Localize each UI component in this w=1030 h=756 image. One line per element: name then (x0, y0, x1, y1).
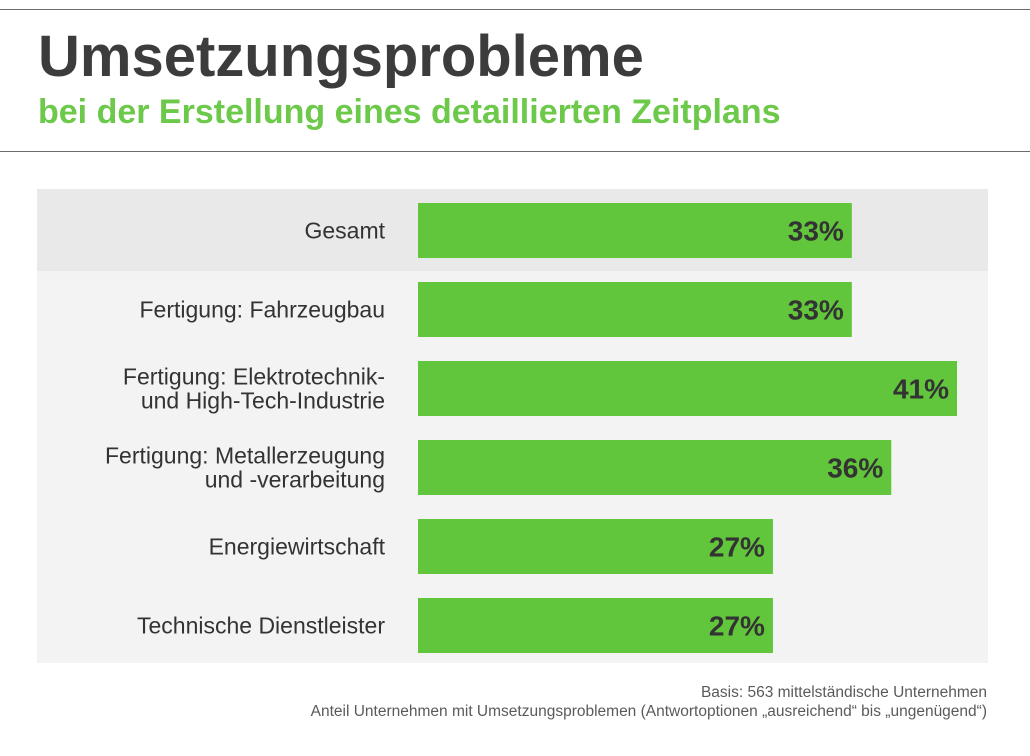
category-label: Technische Dienstleister (137, 613, 385, 639)
category-label: und -verarbeitung (205, 467, 385, 493)
top-rule (0, 9, 1030, 10)
bar (418, 361, 957, 416)
footer-note: Anteil Unternehmen mit Umsetzungsproblem… (310, 703, 987, 720)
bar (418, 203, 852, 258)
header-rule (0, 151, 1030, 152)
bar-value-label: 33% (788, 295, 844, 326)
category-label: und High-Tech-Industrie (141, 388, 385, 414)
bar (418, 598, 773, 653)
bar-value-label: 27% (709, 532, 765, 563)
category-label: Fertigung: Metallerzeugung (105, 443, 385, 469)
category-label: Fertigung: Fahrzeugbau (140, 297, 386, 323)
bar (418, 440, 892, 495)
category-label: Fertigung: Elektrotechnik- (123, 364, 385, 390)
bar-value-label: 27% (709, 611, 765, 642)
bar-value-label: 41% (893, 374, 949, 405)
bar (418, 282, 852, 337)
footer-basis: Basis: 563 mittelständische Unternehmen (700, 684, 987, 701)
chart-title: Umsetzungsprobleme (38, 24, 644, 89)
bar-value-label: 33% (788, 216, 844, 247)
category-label: Gesamt (304, 218, 385, 244)
chart-subtitle: bei der Erstellung eines detaillierten Z… (38, 93, 781, 131)
bar (418, 519, 773, 574)
category-label: Energiewirtschaft (209, 534, 386, 560)
bar-value-label: 36% (827, 453, 883, 484)
